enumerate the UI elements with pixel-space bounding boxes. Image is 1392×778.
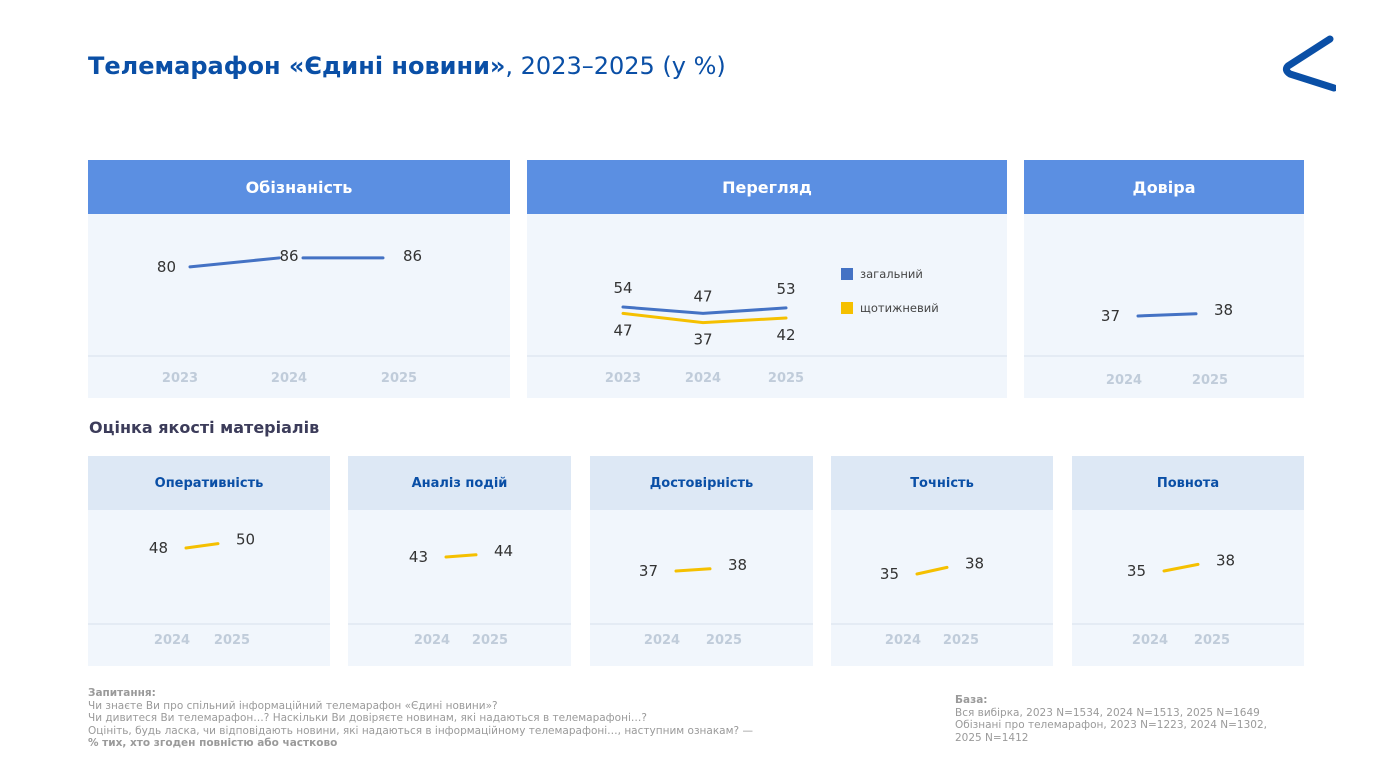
data-label: 44 (494, 542, 513, 560)
reliability-panel: Достовірність 2024 2025 37 38 (590, 456, 813, 666)
logo-icon (1282, 35, 1336, 92)
series-line (674, 567, 712, 573)
data-label: 48 (149, 539, 168, 557)
series-line (1136, 312, 1198, 318)
questions-emphasis: % тих, хто згоден повністю або частково (88, 737, 338, 749)
chart-plot: 2023 2024 2025 80 86 86 (88, 247, 510, 386)
x-tick-label: 2025 (1194, 633, 1230, 648)
x-tick-label: 2024 (1132, 633, 1168, 648)
x-tick-label: 2024 (644, 633, 680, 648)
x-tick-label: 2025 (381, 371, 417, 386)
series-line (621, 311, 788, 325)
data-label: 43 (409, 548, 428, 566)
x-tick-label: 2025 (943, 633, 979, 648)
data-label: 47 (693, 287, 712, 305)
questions-note: Запитання: Чи знаєте Ви про спільний інф… (88, 687, 868, 750)
data-label: 37 (1101, 307, 1120, 325)
accuracy-title: Точність (831, 456, 1053, 510)
x-tick-label: 2025 (1192, 373, 1228, 388)
x-tick-label: 2023 (162, 371, 198, 386)
awareness-panel: Обізнаність 2023 2024 2025 80 86 86 (88, 160, 510, 398)
page-title-rest: , 2023–2025 (у %) (505, 52, 726, 80)
chart-plot: 2024 2025 37 38 (590, 556, 813, 648)
data-label: 54 (613, 279, 632, 297)
x-tick-label: 2024 (271, 371, 307, 386)
data-label: 37 (639, 562, 658, 580)
completeness-panel: Повнота 2024 2025 35 38 (1072, 456, 1304, 666)
promptness-panel: Оперативність 2024 2025 48 50 (88, 456, 330, 666)
series-line (621, 305, 788, 315)
legend-label: загальний (860, 267, 923, 281)
viewing-title: Перегляд (527, 160, 1007, 214)
reliability-title: Достовірність (590, 456, 813, 510)
x-tick-label: 2025 (214, 633, 250, 648)
data-label: 38 (1216, 551, 1235, 569)
data-label: 86 (279, 247, 298, 265)
base-line: Обізнані про телемарафон, 2023 N=1223, 2… (955, 719, 1267, 731)
chart-plot: 2023 2024 2025 54 47 53 47 37 42 загальний щотижне… (527, 267, 1007, 386)
base-label: База: (955, 694, 988, 706)
series-line (915, 565, 949, 576)
data-label: 37 (693, 331, 712, 349)
series-line (444, 553, 478, 559)
x-tick-label: 2025 (768, 371, 804, 386)
data-label: 42 (776, 326, 795, 344)
questions-label: Запитання: (88, 687, 156, 699)
quality-section-title: Оцінка якості матеріалів (89, 418, 320, 437)
page-title: Телемарафон «Єдині новини», 2023–2025 (у… (88, 52, 726, 80)
data-label: 38 (1214, 301, 1233, 319)
x-tick-label: 2024 (154, 633, 190, 648)
page-title-bold: Телемарафон «Єдині новини» (88, 52, 506, 80)
chart-plot: 2024 2025 35 38 (831, 554, 1053, 648)
question-line: Чи дивитеся Ви телемарафон…? Наскільки В… (88, 712, 647, 724)
accuracy-panel: Точність 2024 2025 35 38 (831, 456, 1053, 666)
promptness-title: Оперативність (88, 456, 330, 510)
analysis-title: Аналіз подій (348, 456, 571, 510)
data-label: 86 (403, 247, 422, 265)
x-tick-label: 2023 (605, 371, 641, 386)
x-tick-label: 2024 (1106, 373, 1142, 388)
x-tick-label: 2024 (414, 633, 450, 648)
viewing-panel: Перегляд 2023 2024 2025 54 47 53 47 37 42 загальн… (527, 160, 1007, 398)
x-tick-label: 2024 (885, 633, 921, 648)
base-line: Вся вибірка, 2023 N=1534, 2024 N=1513, 2… (955, 706, 1260, 719)
data-label: 35 (1127, 562, 1146, 580)
chart-plot: 2024 2025 48 50 (88, 531, 330, 648)
data-label: 38 (728, 556, 747, 574)
data-label: 50 (236, 531, 255, 549)
data-label: 53 (776, 280, 795, 298)
data-label: 47 (613, 321, 632, 339)
question-line: Оцініть, будь ласка, чи відповідають нов… (88, 724, 753, 737)
x-tick-label: 2024 (685, 371, 721, 386)
legend-swatch (841, 268, 853, 280)
trust-title: Довіра (1024, 160, 1304, 214)
base-line: 2025 N=1412 (955, 731, 1029, 744)
data-label: 80 (157, 258, 176, 276)
x-tick-label: 2025 (706, 633, 742, 648)
chart-plot: 2024 2025 37 38 (1024, 301, 1304, 388)
base-note: База: Вся вибірка, 2023 N=1534, 2024 N=1… (955, 694, 1315, 744)
series-line (184, 542, 220, 550)
question-line: Чи знаєте Ви про спільний інформаційний … (88, 699, 498, 712)
x-tick-label: 2025 (472, 633, 508, 648)
legend-label: щотижневий (860, 301, 939, 315)
trust-panel: Довіра 2024 2025 37 38 (1024, 160, 1304, 398)
completeness-title: Повнота (1072, 456, 1304, 510)
chart-plot: 2024 2025 43 44 (348, 542, 571, 648)
legend-swatch (841, 302, 853, 314)
series-line (188, 256, 385, 269)
awareness-title: Обізнаність (88, 160, 510, 214)
data-label: 38 (965, 554, 984, 572)
chart-plot: 2024 2025 35 38 (1072, 551, 1304, 648)
series-line (1162, 562, 1200, 573)
analysis-panel: Аналіз подій 2024 2025 43 44 (348, 456, 571, 666)
data-label: 35 (880, 565, 899, 583)
